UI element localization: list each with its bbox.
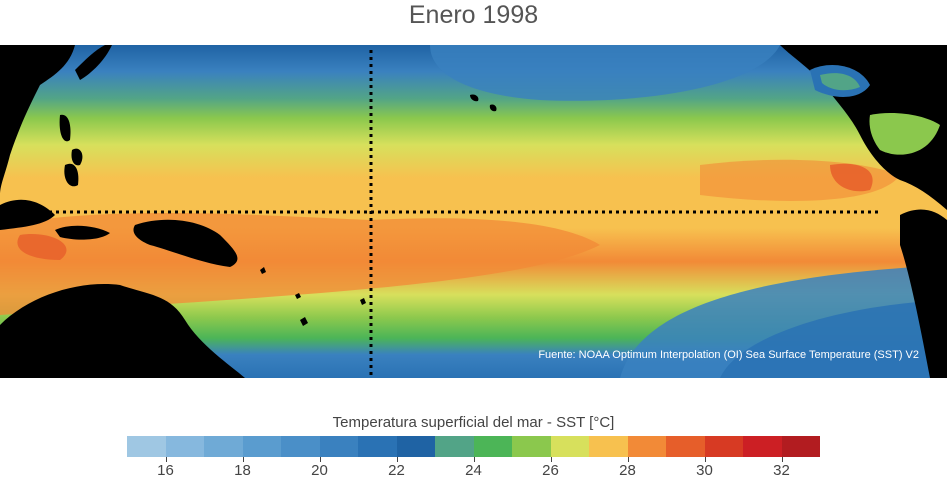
colorbar-tick-mark	[550, 457, 552, 462]
colorbar-tick-label: 26	[542, 462, 559, 479]
source-note: Fuente: NOAA Optimum Interpolation (OI) …	[538, 349, 919, 361]
colorbar-tick-label: 28	[619, 462, 636, 479]
colorbar-segment	[319, 436, 358, 457]
colorbar-segment	[627, 436, 666, 457]
hawaii-islands	[470, 94, 497, 112]
cool-northeast	[430, 45, 780, 101]
australia-landmass	[0, 284, 245, 378]
colorbar-segment	[743, 436, 782, 457]
map-title: Enero 1998	[408, 1, 539, 29]
colorbar-tick-label: 16	[157, 462, 174, 479]
colorbar-tick-mark	[473, 457, 475, 462]
colorbar-tick-mark	[396, 457, 398, 462]
colorbar-segment	[550, 436, 589, 457]
colorbar-segment	[358, 436, 397, 457]
hot-spot-west	[17, 234, 67, 260]
cool-southeast-inner	[720, 300, 947, 378]
colorbar	[127, 436, 820, 457]
caribbean-islands	[865, 79, 925, 103]
colorbar-segment	[512, 436, 551, 457]
indonesia-islands	[0, 163, 110, 240]
japan-islands	[75, 45, 112, 80]
colorbar-ticks: 16 18 20 22 24 26 28 30 32	[0, 457, 947, 480]
colorbar-segment	[281, 436, 320, 457]
asia-landmass	[0, 45, 75, 195]
colorbar-segment	[473, 436, 512, 457]
colorbar-segment	[589, 436, 628, 457]
colorbar-tick-mark	[627, 457, 629, 462]
colorbar-segment	[704, 436, 743, 457]
north-america-landmass	[780, 45, 947, 210]
colorbar-tick-label: 30	[696, 462, 713, 479]
colorbar-tick-mark	[165, 457, 167, 462]
colorbar-tick-label: 20	[311, 462, 328, 479]
colorbar-segment	[435, 436, 474, 457]
colorbar-segment	[666, 436, 705, 457]
colorbar-tick-mark	[781, 457, 783, 462]
colorbar-tick-mark	[242, 457, 244, 462]
colorbar-tick-mark	[704, 457, 706, 462]
colorbar-tick-label: 32	[773, 462, 790, 479]
south-america-landmass	[900, 209, 947, 378]
sst-map	[0, 45, 947, 378]
colorbar-segment	[781, 436, 820, 457]
colorbar-tick-mark	[319, 457, 321, 462]
colorbar-title: Temperatura superficial del mar - SST [°…	[332, 414, 615, 431]
philippines-islands	[59, 114, 83, 166]
colorbar-segment	[242, 436, 281, 457]
hot-spot-east	[830, 163, 873, 192]
new-guinea-landmass	[133, 219, 238, 267]
colorbar-segment	[127, 436, 166, 457]
colorbar-segment	[165, 436, 204, 457]
gulf-of-mexico-inner	[820, 73, 860, 91]
colorbar-tick-label: 22	[388, 462, 405, 479]
colorbar-tick-label: 18	[234, 462, 251, 479]
colorbar-segment	[396, 436, 435, 457]
colorbar-tick-label: 24	[465, 462, 482, 479]
caribbean-sea	[869, 113, 940, 155]
colorbar-segment	[204, 436, 243, 457]
